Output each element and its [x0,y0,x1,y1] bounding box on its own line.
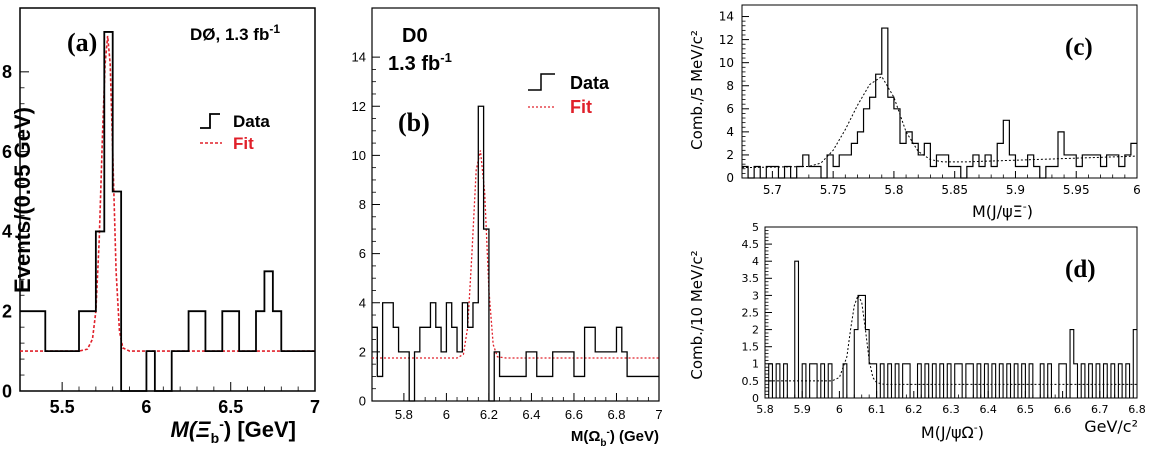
panel-d-xtick-label: 6.3 [942,403,960,416]
panel-b-ytick-label: 2 [359,344,366,359]
panel-b-legend-fit: Fit [570,97,592,117]
panel-c-xtick-label: 5.8 [884,183,903,197]
panel-d-label: (d) [1065,256,1096,283]
panel-c-xtick-label: 5.7 [763,183,782,197]
panel-c-label: (c) [1065,34,1093,61]
panel-a-ylabel: Events/(0.05 GeV) [10,107,35,293]
panel-d-ytick-label: 1 [752,358,759,371]
panel-d-fit-curve [765,294,1137,385]
panel-d-ytick-label: 3 [752,289,759,302]
panel-a-xtick-label: 7 [310,397,320,417]
panel-c-data-histogram [742,27,1137,179]
panel-c-xlabel: M(J/ψΞ-) [972,200,1033,221]
panel-b-xlabel: M(Ωb-) (GeV) [571,427,659,449]
panel-d-xtick-label: 6.1 [868,403,886,416]
panel-a-ytick-label: 6 [2,142,12,162]
panel-c-ytick-label: 12 [719,33,734,47]
panel-d-ytick-label: 0.5 [742,375,760,388]
panel-a-ytick-label: 8 [2,62,12,82]
panel-a-ytick-label: 2 [2,302,12,322]
panel-a-label: (a) [67,28,97,57]
panel-d-xtick-label: 6.6 [1054,403,1072,416]
panel-a-ytick-label: 4 [2,222,12,242]
panel-c-ytick-label: 4 [726,125,734,139]
panel-c-xtick-label: 5.9 [1006,183,1025,197]
panel-d-xtick-label: 6.2 [905,403,923,416]
panel-b-ytick-label: 10 [352,148,366,163]
panel-a-legend-data-swatch [200,113,220,129]
panel-d-xtick-label: 6.5 [1017,403,1035,416]
panel-b-xtick-label: 6 [443,407,450,422]
panel-d-ytick-label: 5 [752,221,759,234]
panel-d: 0 0.5 1 1.5 2 2.5 3 3.5 4 4.5 5 5.8 5.9 6 6.1 6.2 6.3 6.… [688,221,1146,442]
panel-b-xtick-label: 6.2 [480,407,498,422]
panel-c-ytick-label: 0 [726,171,734,185]
panel-a-ytick-label: 0 [2,381,12,401]
panel-d-xlabel: M(J/ψΩ-) [921,421,984,442]
panel-b-ytick-label: 8 [359,197,366,212]
panel-d-ylabel: Comb./10 MeV/c² [688,250,706,379]
panel-b-xtick-label: 6.8 [607,407,625,422]
panel-a-xtick-label: 6.5 [218,397,243,417]
panel-b-ytick-label: 0 [359,394,366,409]
panel-d-ytick-label: 4 [752,255,759,268]
panel-b-xtick-label: 6.6 [565,407,583,422]
panel-d-xtick-label: 6 [836,403,843,416]
panel-a-xtick-label: 5.5 [50,397,75,417]
panel-d-ytick-label: 3.5 [742,272,760,285]
panel-c-xtick-label: 5.95 [1063,183,1090,197]
panel-a-data-histogram [20,31,315,392]
panel-b-xtick-label: 7 [655,407,662,422]
panel-b-data-histogram [372,105,659,402]
panel-b-ytick-label: 4 [359,295,366,310]
panel-a: 0 2 4 6 8 5.5 6 6.5 7 (a) DØ, 1.3 fb-1 Data Fit… [2,7,320,446]
panel-a-xtick-label: 6 [141,397,151,417]
panel-a-experiment: DØ, 1.3 fb-1 [190,22,280,44]
panel-d-ytick-label: 2 [752,323,759,336]
panel-b: 0 2 4 6 8 10 12 14 5.8 6 6.2 6.4 6.6 6.8 7 D0 1.3 fb-… [352,7,663,449]
panel-a-legend-data: Data [233,112,270,131]
panel-b-ytick-label: 6 [359,246,366,261]
panel-c-ytick-label: 6 [726,102,734,116]
panel-c-ytick-label: 2 [726,148,734,162]
panel-d-ytick-label: 0 [752,392,759,405]
panel-a-frame [19,7,316,392]
panel-d-xtick-label: 6.8 [1128,403,1146,416]
panel-b-xtick-label: 6.4 [522,407,540,422]
panel-c-xtick-label: 5.85 [941,183,968,197]
panel-d-xtick-label: 6.7 [1091,403,1109,416]
panel-c-ytick-label: 8 [726,79,734,93]
panel-d-data-histogram [765,260,1137,399]
panel-d-xtick-label: 5.8 [756,403,774,416]
panel-c: 0 2 4 6 8 10 12 14 5.7 5.75 5.8 5.85 5.9 5.95 6 (c) C… [688,4,1141,221]
panel-b-experiment: D0 [402,25,428,47]
panel-c-fit-curve [741,75,1138,169]
panel-a-xlabel: M(Ξb-) [GeV] [171,416,296,446]
panel-b-legend-data-swatch [528,73,555,91]
panel-b-fit-curve [372,150,659,359]
panel-b-xtick-label: 5.8 [395,407,413,422]
panel-c-frame [741,4,1138,179]
panel-c-ylabel: Comb./5 MeV/c² [688,30,706,150]
panel-a-fit-curve [20,35,315,352]
panel-d-xtick-label: 6.4 [979,403,997,416]
panel-d-xunit: GeV/c² [1084,417,1138,436]
panel-d-ytick-label: 1.5 [742,341,760,354]
panel-c-ytick-label: 10 [719,56,734,70]
panel-b-lumi: 1.3 fb-1 [388,50,452,75]
panel-b-label: (b) [398,108,430,137]
panel-c-xtick-label: 6 [1133,183,1141,197]
panel-d-ytick-label: 2.5 [742,306,760,319]
panel-c-xtick-label: 5.75 [820,183,847,197]
panel-b-ytick-label: 14 [352,50,366,65]
panel-a-legend-fit: Fit [233,134,254,153]
panel-b-legend-data: Data [570,73,610,93]
panel-d-xtick-label: 5.9 [793,403,811,416]
panel-d-ytick-label: 4.5 [742,238,760,251]
panel-c-ytick-label: 14 [719,10,734,24]
panel-b-ytick-label: 12 [352,99,366,114]
